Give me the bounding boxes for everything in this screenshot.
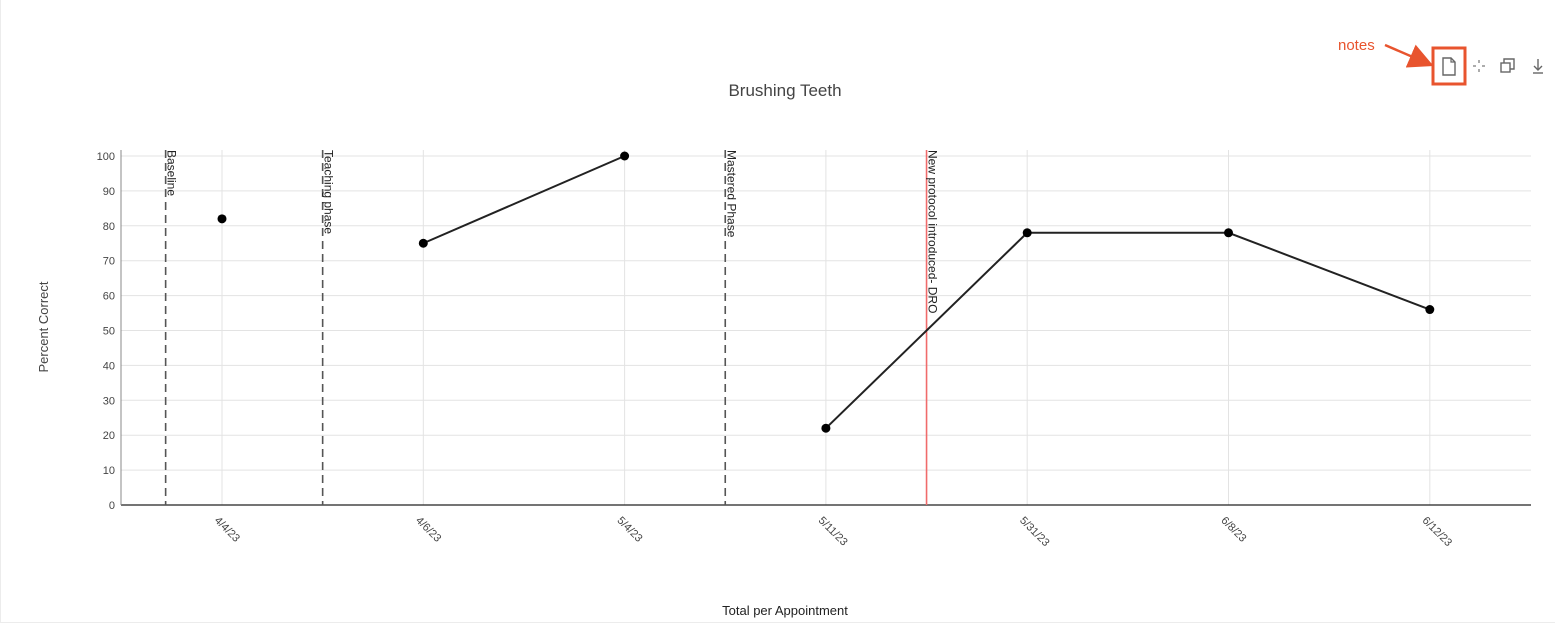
gridlines xyxy=(121,150,1531,505)
notes-annotation-arrow xyxy=(1384,43,1434,68)
chart-toolbar xyxy=(1431,46,1543,86)
notes-annotation-label: notes xyxy=(1338,37,1375,54)
data-series xyxy=(217,151,1435,433)
y-tick-label: 10 xyxy=(103,465,115,477)
notes-highlight-box xyxy=(1431,46,1467,86)
y-axis-title: Percent Correct xyxy=(36,281,51,372)
data-point xyxy=(1022,228,1032,238)
tick-labels: 0 10 20 30 40 50 60 70 80 90 100 4/4/23 4/6/23 5/4/23… xyxy=(97,151,1454,549)
data-point xyxy=(1425,305,1435,315)
pan-button[interactable] xyxy=(1473,60,1485,72)
y-tick-label: 70 xyxy=(103,256,115,268)
y-tick-label: 80 xyxy=(103,221,115,233)
data-point xyxy=(418,238,428,248)
notes-icon xyxy=(1442,57,1456,76)
series-line xyxy=(825,231,1431,429)
x-tick-label: 6/12/23 xyxy=(1420,515,1454,549)
y-tick-label: 60 xyxy=(103,291,115,303)
chart-title: Brushing Teeth xyxy=(728,81,841,100)
y-tick-label: 20 xyxy=(103,430,115,442)
copy-button[interactable] xyxy=(1500,58,1515,73)
y-tick-label: 30 xyxy=(103,395,115,407)
y-tick-label: 100 xyxy=(97,151,115,163)
y-tick-label: 90 xyxy=(103,186,115,198)
y-tick-label: 0 xyxy=(109,500,115,512)
axes xyxy=(120,150,1531,506)
phase-label: Mastered Phase xyxy=(724,150,738,238)
phase-change-lines: Baseline Teaching phase Mastered Phase New … xyxy=(165,150,940,505)
download-icon xyxy=(1533,59,1543,74)
notes-button[interactable] xyxy=(1431,46,1467,86)
x-tick-label: 6/8/23 xyxy=(1218,515,1248,545)
x-tick-label: 5/31/23 xyxy=(1017,515,1051,549)
x-tick-label: 4/4/23 xyxy=(212,515,242,545)
x-tick-label: 4/6/23 xyxy=(413,515,443,545)
data-point xyxy=(1224,228,1233,238)
download-button[interactable] xyxy=(1533,59,1543,74)
y-tick-label: 50 xyxy=(103,326,115,338)
copy-icon xyxy=(1500,58,1515,73)
x-axis-title: Total per Appointment xyxy=(722,603,848,618)
data-point xyxy=(217,214,227,224)
x-tick-label: 5/4/23 xyxy=(614,515,644,545)
phase-label: Baseline xyxy=(165,150,179,196)
data-point xyxy=(620,151,630,161)
phase-label: Teaching phase xyxy=(322,150,336,234)
pan-icon xyxy=(1473,60,1485,72)
x-tick-label: 5/11/23 xyxy=(816,515,850,549)
data-point xyxy=(821,423,831,433)
notes-annotation: notes xyxy=(1338,37,1434,68)
series-line xyxy=(422,155,625,245)
y-tick-label: 40 xyxy=(103,360,115,372)
phase-label: New protocol introduced- DRO xyxy=(926,150,940,313)
